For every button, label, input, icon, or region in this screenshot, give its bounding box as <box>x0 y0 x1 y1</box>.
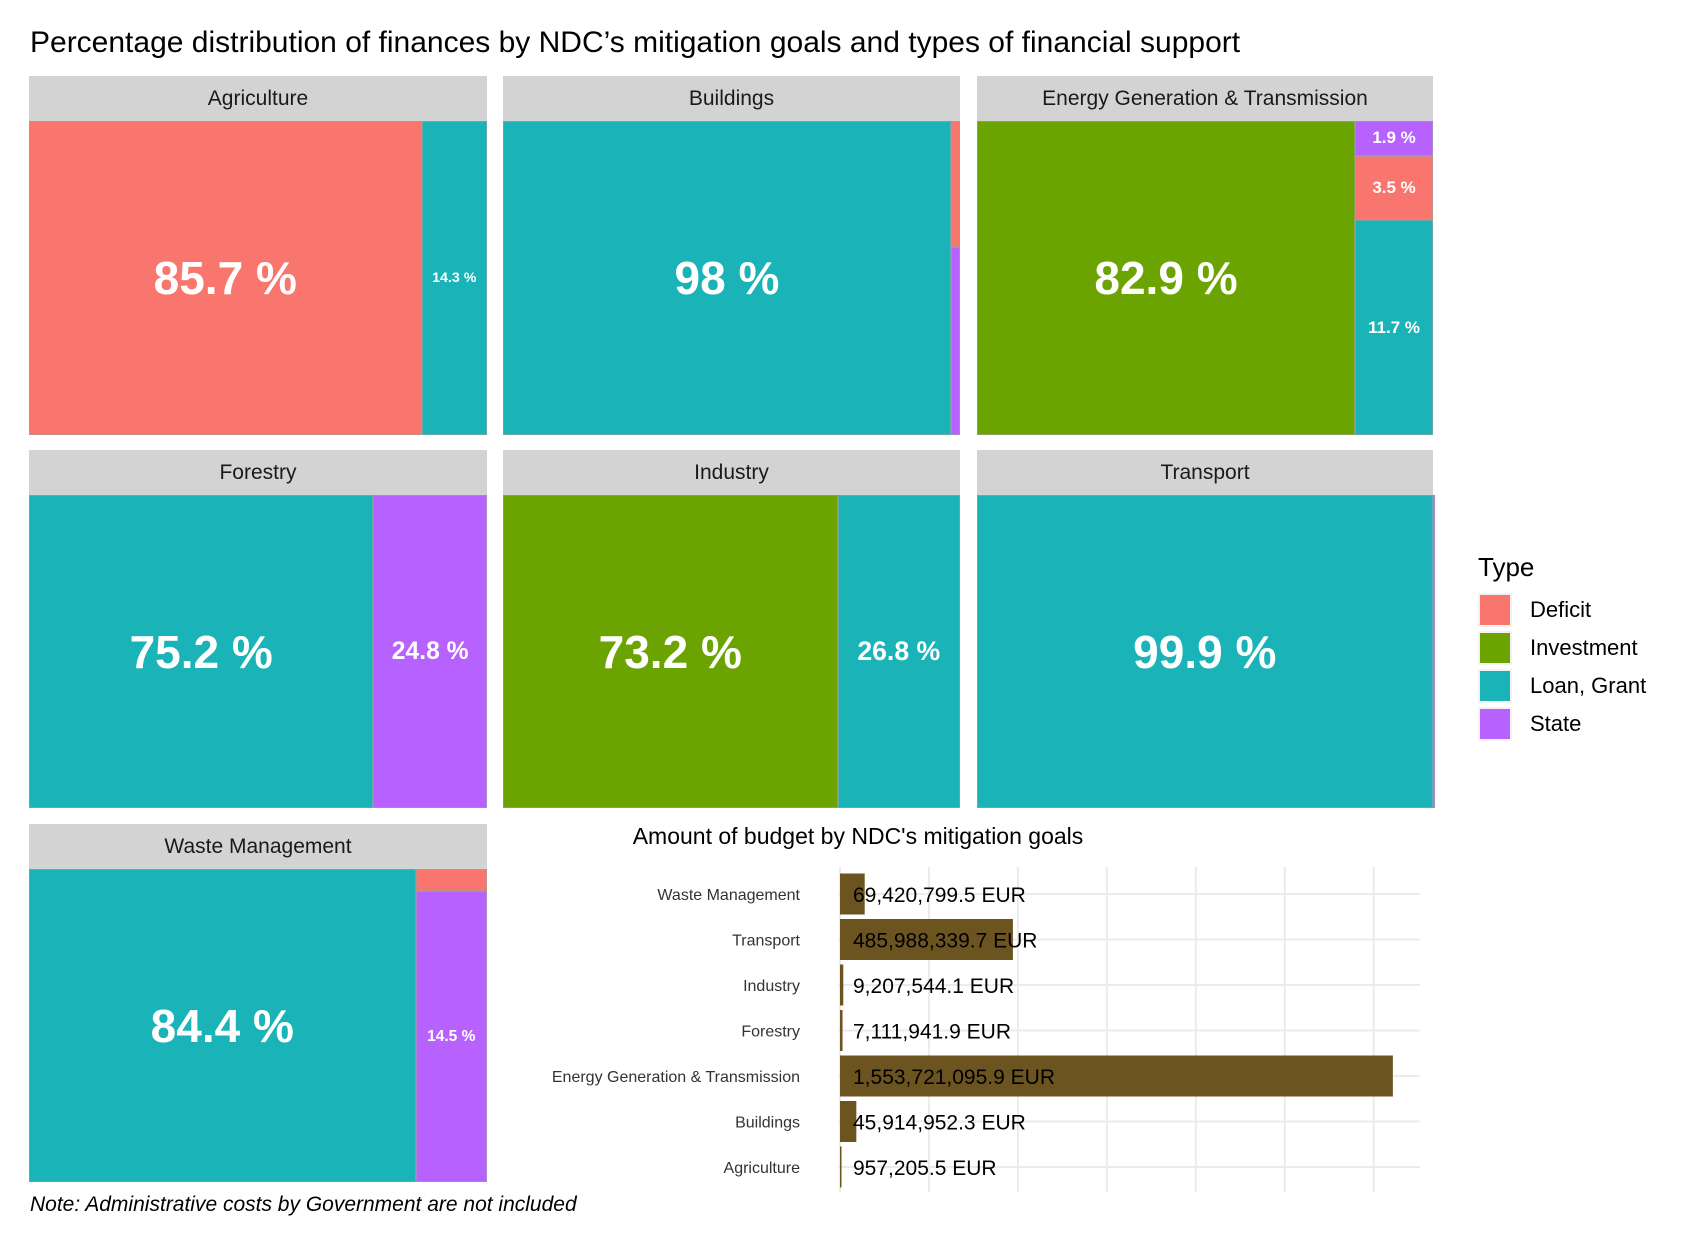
legend-swatch <box>1478 593 1512 627</box>
tile-label: 82.9 % <box>1094 252 1238 304</box>
legend-swatch <box>1478 707 1512 741</box>
facet-agriculture: Agriculture 85.7 % 14.3 % <box>29 76 487 435</box>
y-tick-label: Industry <box>743 978 800 995</box>
tile-deficit: 85.7 % <box>29 121 422 435</box>
y-tick-label: Energy Generation & Transmission <box>552 1069 800 1086</box>
legend-item-state: State <box>1478 705 1646 743</box>
tile-label: 99.9 % <box>1133 625 1277 678</box>
tile-label: 14.5 % <box>427 1027 476 1045</box>
tile-deficit: 3.5 % <box>1355 155 1433 221</box>
facet-strip-label: Transport <box>977 450 1433 495</box>
y-tick-label: Transport <box>732 933 800 950</box>
facet-buildings: Buildings 98 % <box>503 76 960 435</box>
tile-label: 26.8 % <box>857 636 941 666</box>
facet-industry: Industry 73.2 % 26.8 % <box>503 450 960 808</box>
tile-deficit <box>415 869 487 892</box>
tile-loan-grant: 11.7 % <box>1355 220 1433 435</box>
tile-label: 1.9 % <box>1372 128 1416 148</box>
tile-loan-grant: 84.4 % <box>29 869 416 1182</box>
bar-data-label: 45,914,952.3 EUR <box>853 1112 1026 1135</box>
tile-label: 98 % <box>674 252 780 304</box>
tile-state: 14.5 % <box>415 891 487 1182</box>
figure-title: Percentage distribution of finances by N… <box>30 26 1241 59</box>
legend-label: Loan, Grant <box>1530 673 1647 698</box>
footnote: Note: Administrative costs by Government… <box>30 1193 577 1216</box>
legend-swatch <box>1478 631 1512 665</box>
facet-strip-label: Waste Management <box>29 824 487 869</box>
tile-label: 84.4 % <box>150 999 294 1052</box>
bar-chart-title: Amount of budget by NDC's mitigation goa… <box>632 823 1084 849</box>
facet-strip-label: Energy Generation & Transmission <box>977 76 1433 121</box>
bar-data-label: 1,553,721,095.9 EUR <box>853 1066 1055 1089</box>
bar-data-label: 7,111,941.9 EUR <box>853 1021 1011 1044</box>
y-tick-label: Buildings <box>735 1115 800 1132</box>
tile-state: 1.9 % <box>1355 121 1433 156</box>
tile-label: 75.2 % <box>129 625 273 678</box>
legend-label: Investment <box>1530 635 1638 660</box>
legend-item-deficit: Deficit <box>1478 591 1646 629</box>
y-tick-label: Waste Management <box>657 887 800 904</box>
tile-label: 73.2 % <box>598 625 742 678</box>
bar-data-label: 9,207,544.1 EUR <box>853 975 1014 998</box>
legend-title: Type <box>1478 552 1535 582</box>
legend-swatch <box>1478 669 1512 703</box>
bar-energy-generation-transmission <box>840 1055 1393 1097</box>
facet-strip-label: Forestry <box>29 450 487 495</box>
facet-forestry: Forestry 75.2 % 24.8 % <box>29 450 487 808</box>
tile-label: 3.5 % <box>1372 178 1416 197</box>
y-tick-label: Agriculture <box>724 1160 801 1177</box>
tile-loan-grant: 98 % <box>503 121 951 435</box>
bar-buildings <box>840 1101 857 1142</box>
facet-strip-label: Agriculture <box>29 76 487 121</box>
bar-transport <box>840 919 1013 960</box>
bar-data-label: 957,205.5 EUR <box>853 1157 997 1180</box>
legend: Type Deficit Investment Loan, Grant State <box>1478 552 1646 743</box>
legend-label: State <box>1530 711 1582 736</box>
y-tick-label: Forestry <box>741 1024 800 1041</box>
tile-state <box>950 246 960 435</box>
facet-energy-generation-transmission: Energy Generation & Transmission 82.9 % 1.… <box>977 76 1433 435</box>
bar-forestry <box>840 1010 843 1051</box>
tile-label: 11.7 % <box>1368 317 1420 337</box>
tile-loan-grant: 14.3 % <box>421 121 487 435</box>
bar-data-label: 485,988,339.7 EUR <box>853 930 1037 953</box>
bar-data-label: 69,420,799.5 EUR <box>853 884 1026 907</box>
bar-waste-management <box>840 873 865 915</box>
tile-loan-grant: 26.8 % <box>837 495 960 808</box>
tile-label: 14.3 % <box>432 270 477 286</box>
legend-label: Deficit <box>1530 597 1592 622</box>
tile-state: 24.8 % <box>373 495 487 808</box>
tile-loan-grant: 99.9 % <box>977 495 1433 808</box>
tile-label: 85.7 % <box>153 252 297 304</box>
tile-loan-grant: 75.2 % <box>29 495 374 808</box>
facet-waste-management: Waste Management 84.4 % 14.5 % <box>29 824 487 1182</box>
tile-investment: 82.9 % <box>977 121 1356 435</box>
legend-item-investment: Investment <box>1478 629 1646 667</box>
tile-deficit <box>950 121 960 247</box>
tile-state <box>1432 495 1435 808</box>
facet-strip-label: Industry <box>503 450 960 495</box>
tile-label: 24.8 % <box>391 637 469 665</box>
bar-agriculture <box>840 1146 842 1188</box>
facet-strip-label: Buildings <box>503 76 960 121</box>
facet-transport: Transport 99.9 % <box>977 450 1435 808</box>
tile-investment: 73.2 % <box>503 495 838 808</box>
legend-item-loan-grant: Loan, Grant <box>1478 667 1646 705</box>
bar-industry <box>840 964 844 1006</box>
